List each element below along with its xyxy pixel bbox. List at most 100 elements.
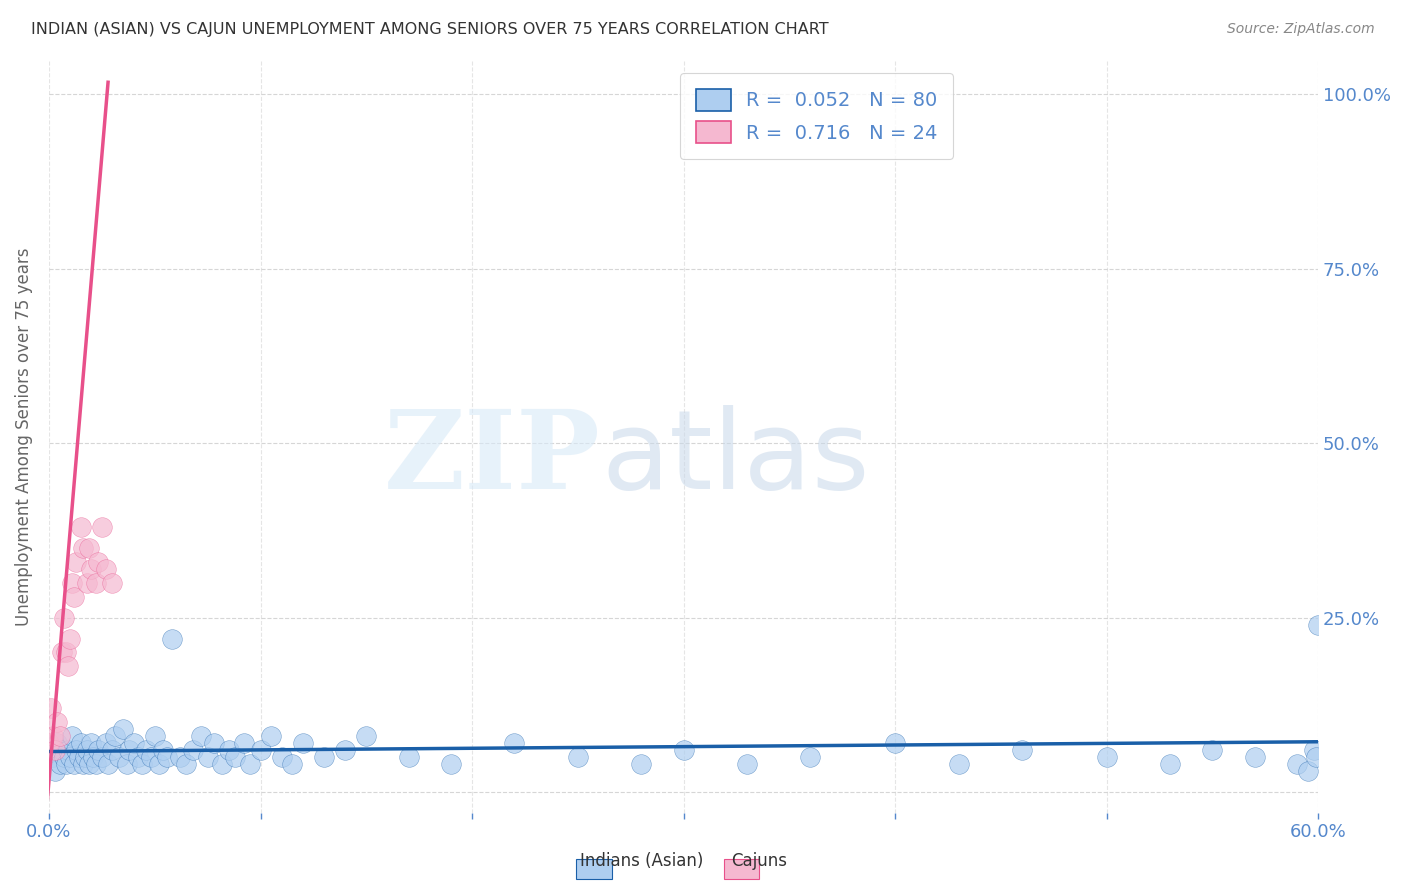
Point bbox=[202, 736, 225, 750]
Point bbox=[80, 736, 103, 750]
Point bbox=[503, 736, 526, 750]
Point bbox=[86, 555, 108, 569]
Point bbox=[63, 757, 86, 772]
Point bbox=[218, 743, 240, 757]
Point bbox=[111, 722, 134, 736]
Y-axis label: Unemployment Among Seniors over 75 years: Unemployment Among Seniors over 75 years bbox=[15, 247, 32, 625]
Point bbox=[197, 750, 219, 764]
Point bbox=[76, 743, 98, 757]
Point bbox=[65, 555, 87, 569]
Point bbox=[143, 729, 166, 743]
Point bbox=[69, 736, 91, 750]
Point bbox=[131, 757, 153, 772]
Point bbox=[115, 757, 138, 772]
Text: Indians (Asian): Indians (Asian) bbox=[579, 852, 703, 870]
Point bbox=[239, 757, 262, 772]
Text: atlas: atlas bbox=[600, 405, 869, 512]
Point bbox=[72, 757, 94, 772]
Point bbox=[799, 750, 821, 764]
Point bbox=[90, 750, 112, 764]
Point bbox=[1308, 617, 1330, 632]
Point bbox=[312, 750, 335, 764]
Point bbox=[67, 750, 90, 764]
Point bbox=[135, 743, 157, 757]
Point bbox=[270, 750, 292, 764]
Point bbox=[52, 610, 75, 624]
Point bbox=[1159, 757, 1181, 772]
Point bbox=[948, 757, 970, 772]
Point bbox=[42, 729, 65, 743]
Point bbox=[232, 736, 254, 750]
Point bbox=[82, 750, 104, 764]
Point bbox=[55, 645, 77, 659]
Point bbox=[356, 729, 378, 743]
Point bbox=[333, 743, 356, 757]
Point bbox=[69, 520, 91, 534]
Point bbox=[60, 729, 83, 743]
Point bbox=[224, 750, 246, 764]
Point bbox=[1303, 743, 1326, 757]
Point bbox=[181, 743, 204, 757]
Point bbox=[77, 541, 100, 555]
Point bbox=[1296, 764, 1319, 778]
Point bbox=[176, 757, 198, 772]
Point bbox=[39, 701, 62, 715]
Point bbox=[97, 757, 120, 772]
Point bbox=[440, 757, 463, 772]
Point bbox=[94, 736, 117, 750]
Point bbox=[51, 645, 73, 659]
Point bbox=[260, 729, 283, 743]
Point bbox=[46, 736, 69, 750]
Point bbox=[118, 743, 141, 757]
Point bbox=[122, 736, 145, 750]
Point bbox=[630, 757, 652, 772]
Point bbox=[672, 743, 695, 757]
Point bbox=[101, 575, 124, 590]
Legend: R =  0.052   N = 80, R =  0.716   N = 24: R = 0.052 N = 80, R = 0.716 N = 24 bbox=[681, 73, 953, 159]
Point bbox=[77, 757, 100, 772]
Point bbox=[42, 750, 65, 764]
Point bbox=[44, 743, 66, 757]
Point bbox=[127, 750, 149, 764]
Point bbox=[1305, 750, 1327, 764]
Point bbox=[107, 750, 129, 764]
Point bbox=[65, 743, 87, 757]
Point bbox=[55, 757, 77, 772]
Point bbox=[63, 590, 86, 604]
Point bbox=[84, 757, 107, 772]
Text: Source: ZipAtlas.com: Source: ZipAtlas.com bbox=[1227, 22, 1375, 37]
Point bbox=[84, 575, 107, 590]
Point bbox=[48, 729, 70, 743]
Point bbox=[56, 659, 79, 673]
Text: INDIAN (ASIAN) VS CAJUN UNEMPLOYMENT AMONG SENIORS OVER 75 YEARS CORRELATION CHA: INDIAN (ASIAN) VS CAJUN UNEMPLOYMENT AMO… bbox=[31, 22, 828, 37]
Point bbox=[1243, 750, 1265, 764]
Point bbox=[56, 743, 79, 757]
Point bbox=[38, 736, 60, 750]
Point bbox=[76, 575, 98, 590]
Point bbox=[46, 715, 69, 730]
Point bbox=[94, 562, 117, 576]
Point bbox=[51, 743, 73, 757]
Point bbox=[1095, 750, 1118, 764]
Point bbox=[211, 757, 233, 772]
Point bbox=[59, 750, 82, 764]
Point bbox=[160, 632, 183, 646]
Point bbox=[72, 541, 94, 555]
Point bbox=[86, 743, 108, 757]
Point bbox=[59, 632, 82, 646]
Point bbox=[735, 757, 758, 772]
Text: Cajuns: Cajuns bbox=[731, 852, 787, 870]
Point bbox=[169, 750, 191, 764]
Point bbox=[152, 743, 174, 757]
Point bbox=[281, 757, 304, 772]
Point bbox=[52, 750, 75, 764]
Point bbox=[398, 750, 420, 764]
Point bbox=[1011, 743, 1033, 757]
Point bbox=[567, 750, 589, 764]
Point bbox=[884, 736, 907, 750]
Point bbox=[103, 729, 125, 743]
Point bbox=[80, 562, 103, 576]
Point bbox=[148, 757, 170, 772]
Point bbox=[291, 736, 314, 750]
Point bbox=[249, 743, 271, 757]
